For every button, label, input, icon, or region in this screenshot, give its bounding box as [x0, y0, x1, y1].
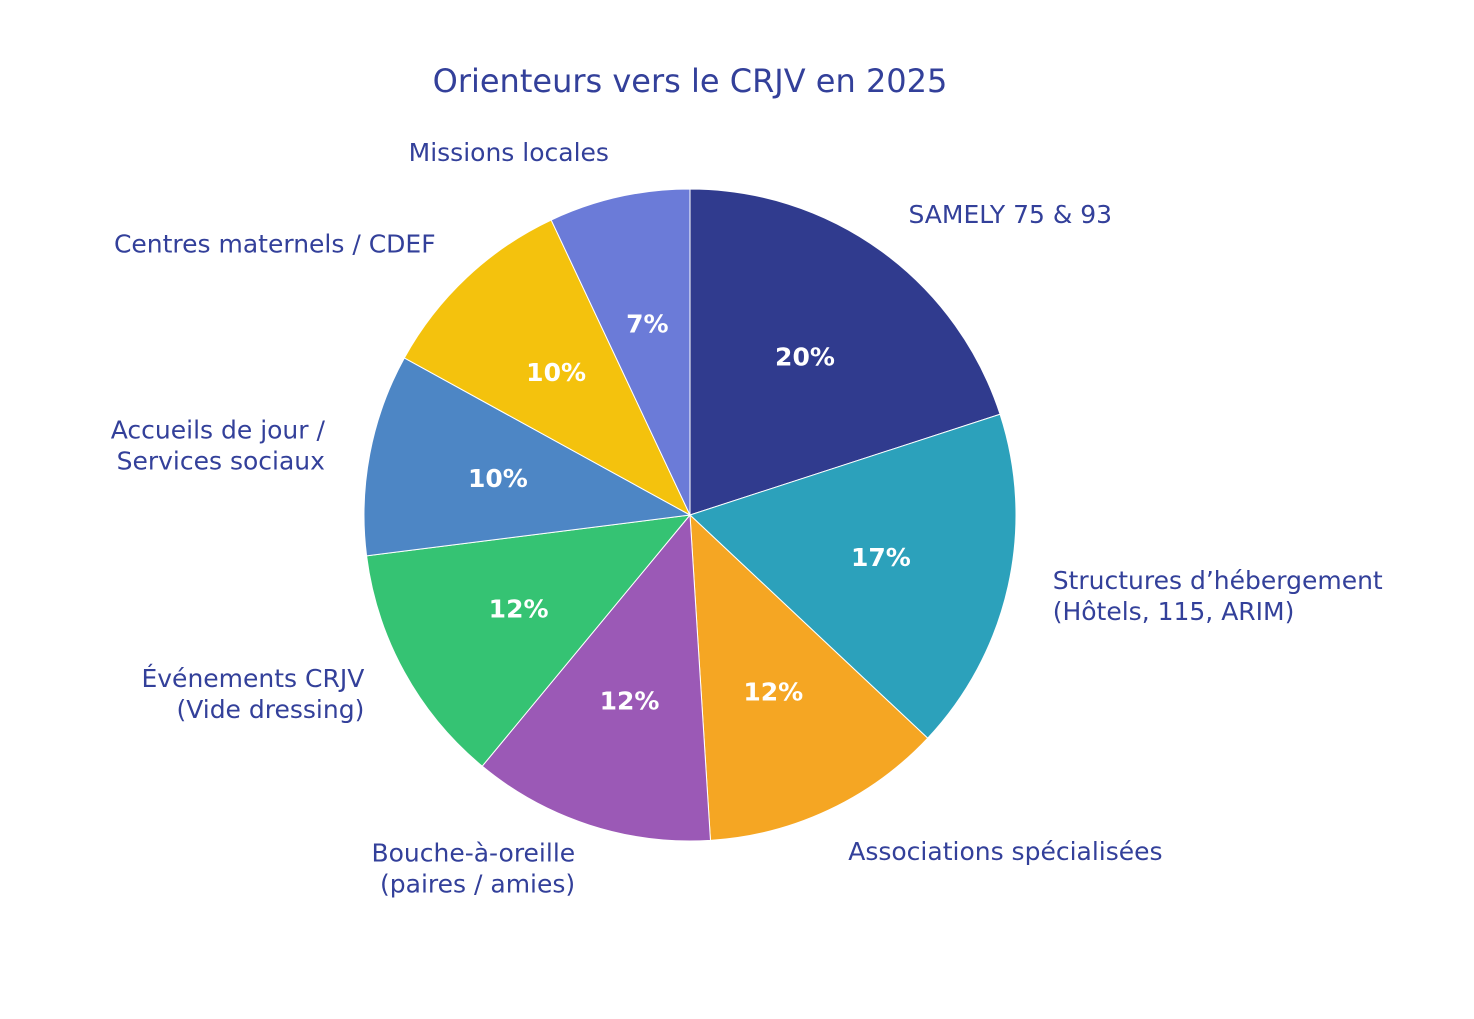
pie-slice-5 — [363, 357, 692, 557]
pie-slice-0 — [689, 188, 1001, 516]
slice-label-1: Structures d’hébergement (Hôtels, 115, AR… — [1053, 566, 1383, 626]
slice-label-3: Bouche-à-oreille (paires / amies) — [371, 838, 575, 898]
slice-label-line: SAMELY 75 & 93 — [908, 200, 1112, 229]
slice-label-6: Centres maternels / CDEF — [114, 230, 436, 259]
slice-percent-label-4: 12% — [489, 595, 549, 624]
slice-label-0: SAMELY 75 & 93 — [908, 200, 1112, 229]
slice-label-2: Associations spécialisées — [848, 837, 1162, 866]
pie-slice-1 — [689, 413, 1017, 739]
slice-percent-label-0: 20% — [775, 342, 835, 371]
slice-label-line: Accueils de jour / — [111, 415, 326, 444]
pie-slice-7 — [550, 188, 691, 516]
slice-label-line: (paires / amies) — [380, 869, 575, 898]
slice-labels: SAMELY 75 & 93 Structures d’hébergement (H… — [111, 138, 1383, 899]
slice-label-line: Structures d’hébergement — [1053, 566, 1383, 595]
slice-label-line: Bouche-à-oreille — [371, 838, 575, 867]
slice-label-line: Missions locales — [409, 138, 609, 167]
slice-label-line: (Hôtels, 115, ARIM) — [1053, 597, 1295, 626]
chart-title: Orienteurs vers le CRJV en 2025 — [433, 62, 948, 100]
slice-percent-label-6: 10% — [526, 358, 586, 387]
slice-label-line: Centres maternels / CDEF — [114, 230, 436, 259]
slice-label-5: Accueils de jour / Services sociaux — [111, 415, 326, 475]
slice-percent-label-2: 12% — [743, 677, 803, 706]
slice-percent-label-1: 17% — [851, 543, 911, 572]
percent-labels: 20% 17% 12% 12% 12% 10% 10% 7% — [468, 310, 911, 716]
slice-percent-label-7: 7% — [626, 310, 668, 339]
slice-label-4: Événements CRJV (Vide dressing) — [141, 664, 364, 724]
pie-slice-4 — [366, 514, 692, 767]
slice-label-line: (Vide dressing) — [176, 695, 364, 724]
slice-percent-label-3: 12% — [600, 687, 660, 716]
slice-label-line: Associations spécialisées — [848, 837, 1162, 866]
pie-slice-2 — [689, 513, 929, 841]
slice-percent-label-5: 10% — [468, 464, 528, 493]
slice-label-line: Services sociaux — [117, 446, 325, 475]
pie-slice-3 — [481, 513, 712, 842]
slice-label-7: Missions locales — [409, 138, 609, 167]
pie-slices — [363, 188, 1017, 842]
slice-label-line: Événements CRJV — [141, 664, 364, 693]
pie-slice-6 — [403, 219, 692, 517]
